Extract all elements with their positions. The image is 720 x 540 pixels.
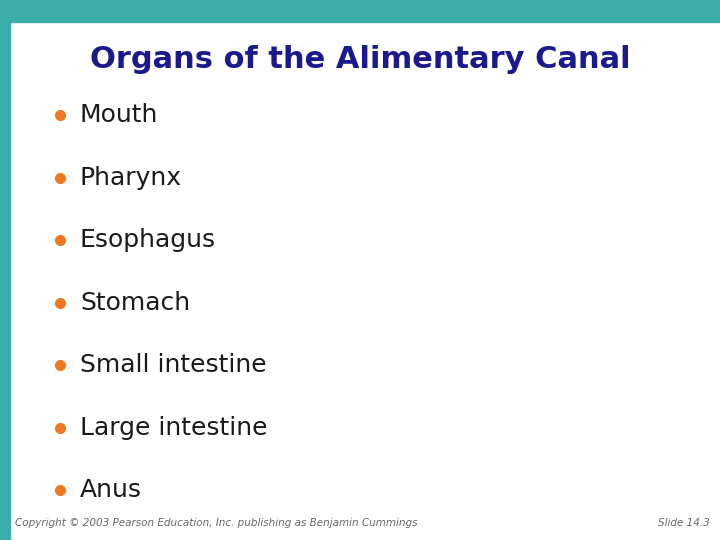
Text: Mouth: Mouth xyxy=(80,103,158,127)
Text: Pharynx: Pharynx xyxy=(80,165,182,190)
Text: Copyright © 2003 Pearson Education, Inc. publishing as Benjamin Cummings: Copyright © 2003 Pearson Education, Inc.… xyxy=(15,518,418,528)
Text: Anus: Anus xyxy=(80,478,142,502)
Text: Esophagus: Esophagus xyxy=(80,228,216,252)
Text: Large intestine: Large intestine xyxy=(80,415,268,440)
Text: Organs of the Alimentary Canal: Organs of the Alimentary Canal xyxy=(90,45,630,75)
Text: Small intestine: Small intestine xyxy=(80,353,266,377)
Bar xyxy=(0,0,720,22)
Bar xyxy=(0,0,10,540)
Text: Slide 14.3: Slide 14.3 xyxy=(658,518,710,528)
Text: Stomach: Stomach xyxy=(80,291,190,314)
